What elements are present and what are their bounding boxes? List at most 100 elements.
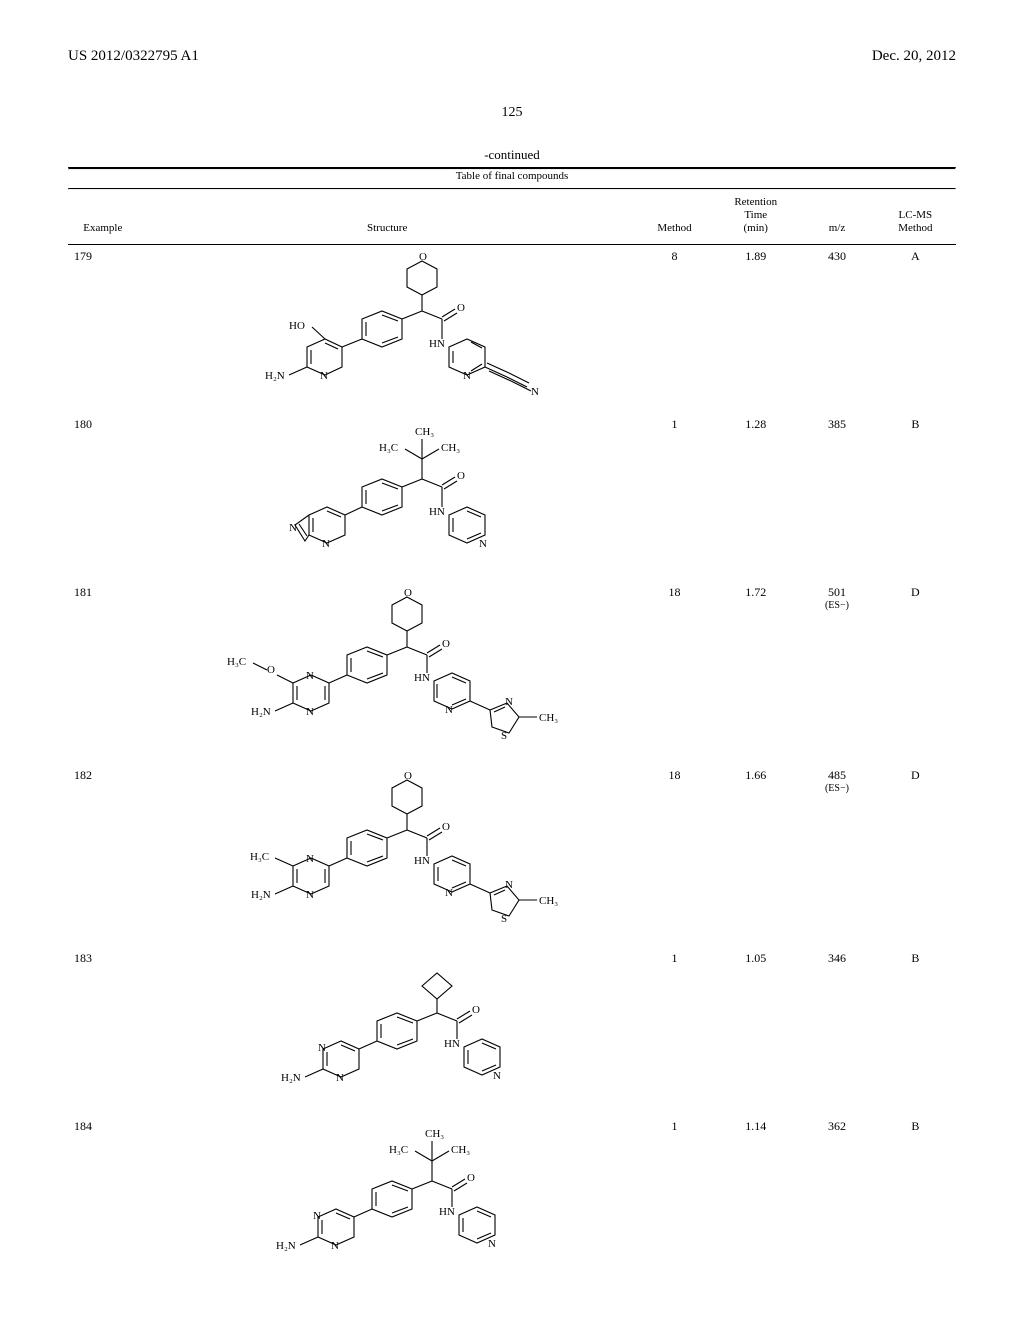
publication-number: US 2012/0322795 A1	[68, 48, 199, 65]
svg-text:HN: HN	[414, 855, 430, 867]
col-header-lcms: LC-MS Method	[875, 190, 956, 244]
page-header: US 2012/0322795 A1 Dec. 20, 2012	[68, 48, 956, 65]
cell-mz-val: 485	[828, 768, 846, 782]
cell-mz-note: (ES−)	[801, 600, 872, 612]
cell-mz-note: (ES−)	[801, 783, 872, 795]
table-row: 179 O O	[68, 244, 956, 413]
col-header-example: Example	[68, 190, 138, 244]
svg-text:N: N	[463, 370, 471, 382]
svg-text:N: N	[493, 1070, 501, 1082]
svg-text:N: N	[531, 386, 539, 398]
svg-text:H₃C: H₃C	[227, 656, 246, 668]
col-header-lcms-l2: Method	[898, 222, 932, 234]
svg-text:N: N	[320, 370, 328, 382]
svg-text:H₃C: H₃C	[379, 442, 398, 454]
svg-text:HN: HN	[444, 1038, 460, 1050]
cell-mz: 430	[799, 244, 874, 413]
cell-lcms: B	[875, 1115, 956, 1283]
svg-text:N: N	[313, 1210, 321, 1222]
svg-text:N: N	[318, 1042, 326, 1054]
svg-text:CH₃: CH₃	[539, 895, 558, 907]
cell-mz-val: 362	[828, 1119, 846, 1133]
cell-lcms: A	[875, 244, 956, 413]
svg-text:N: N	[306, 706, 314, 718]
svg-text:O: O	[467, 1172, 475, 1184]
cell-lcms: B	[875, 413, 956, 581]
svg-text:N: N	[479, 538, 487, 550]
svg-text:N: N	[306, 889, 314, 901]
structure-183-icon: O HN N	[232, 951, 542, 1096]
col-header-mz: m/z	[799, 190, 874, 244]
svg-text:N: N	[488, 1238, 496, 1250]
svg-text:O: O	[457, 302, 465, 314]
cell-structure: O O HN	[138, 244, 637, 413]
cell-mz-val: 501	[828, 585, 846, 599]
cell-lcms: B	[875, 947, 956, 1115]
col-header-structure: Structure	[138, 190, 637, 244]
svg-text:H₃C: H₃C	[250, 851, 269, 863]
svg-text:N: N	[505, 696, 513, 708]
cell-lcms: D	[875, 581, 956, 764]
cell-rt: 1.89	[712, 244, 799, 413]
structure-180-icon: CH₃ H₃C CH₃ O HN	[227, 417, 547, 567]
cell-structure: O O HN N	[138, 764, 637, 947]
svg-text:N: N	[505, 879, 513, 891]
svg-text:H₃C: H₃C	[389, 1144, 408, 1156]
svg-text:S: S	[501, 913, 507, 925]
cell-rt: 1.28	[712, 413, 799, 581]
svg-text:O: O	[404, 587, 412, 599]
page-number: 125	[68, 105, 956, 121]
svg-text:N: N	[306, 670, 314, 682]
structure-184-icon: CH₃ H₃C CH₃ O HN N	[232, 1119, 542, 1264]
col-header-lcms-l1: LC-MS	[899, 209, 933, 221]
table-row: 184 CH₃ H₃C CH₃ O	[68, 1115, 956, 1283]
svg-text:CH₃: CH₃	[425, 1128, 444, 1140]
cell-example: 183	[68, 947, 138, 1115]
svg-text:N: N	[445, 704, 453, 716]
structure-179-icon: O O HN	[217, 249, 557, 399]
col-header-method: Method	[637, 190, 712, 244]
cell-lcms: D	[875, 764, 956, 947]
cell-mz: 385	[799, 413, 874, 581]
svg-text:H₂N: H₂N	[251, 706, 271, 718]
table-row: 181 O O	[68, 581, 956, 764]
cell-example: 179	[68, 244, 138, 413]
cell-structure: CH₃ H₃C CH₃ O HN	[138, 413, 637, 581]
svg-text:CH₃: CH₃	[451, 1144, 470, 1156]
svg-text:N: N	[336, 1072, 344, 1084]
col-header-rt-l2: Time	[744, 209, 767, 221]
col-header-rt-l3: (min)	[744, 222, 768, 234]
cell-mz: 346	[799, 947, 874, 1115]
svg-text:N: N	[331, 1240, 339, 1252]
svg-text:O: O	[457, 470, 465, 482]
cell-example: 180	[68, 413, 138, 581]
cell-method: 1	[637, 413, 712, 581]
compound-table: Example Structure Method Retention Time …	[68, 190, 956, 1283]
cell-method: 1	[637, 1115, 712, 1283]
cell-method: 18	[637, 764, 712, 947]
svg-text:HN: HN	[429, 338, 445, 350]
cell-mz-val: 430	[828, 249, 846, 263]
svg-text:N: N	[306, 853, 314, 865]
svg-text:O: O	[267, 664, 275, 676]
table-row: 183 O HN	[68, 947, 956, 1115]
svg-text:H₂N: H₂N	[251, 889, 271, 901]
svg-text:O: O	[404, 770, 412, 782]
table-caption: Table of final compounds	[68, 170, 956, 182]
svg-text:HN: HN	[429, 506, 445, 518]
cell-mz: 485 (ES−)	[799, 764, 874, 947]
svg-text:HN: HN	[414, 672, 430, 684]
cell-rt: 1.05	[712, 947, 799, 1115]
svg-text:HN: HN	[439, 1206, 455, 1218]
cell-mz-val: 385	[828, 417, 846, 431]
svg-text:O: O	[472, 1004, 480, 1016]
cell-mz-val: 346	[828, 951, 846, 965]
cell-method: 18	[637, 581, 712, 764]
cell-method: 8	[637, 244, 712, 413]
cell-structure: O HN N	[138, 947, 637, 1115]
cell-mz: 501 (ES−)	[799, 581, 874, 764]
svg-text:N: N	[322, 538, 330, 550]
structure-181-icon: O O HN N	[197, 585, 577, 755]
svg-text:H₂N: H₂N	[276, 1240, 296, 1252]
svg-text:CH₃: CH₃	[441, 442, 460, 454]
